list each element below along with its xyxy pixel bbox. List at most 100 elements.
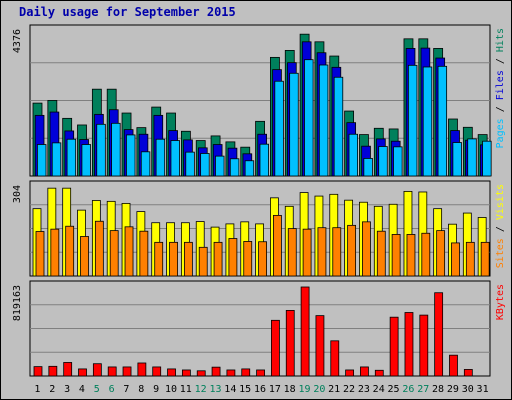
pages-bar [348,133,359,177]
sites-bar [35,231,45,277]
day-tick-label: 18 [284,384,296,395]
sites-bar [376,230,386,277]
pages-bar [140,151,151,177]
sites-bar [109,230,119,277]
day-tick-label: 5 [94,384,100,395]
legend-entry: Pages [495,118,506,148]
kbytes-bar [63,362,73,377]
kbytes-bar [181,369,191,377]
legend-entry: KBytes [495,284,506,320]
y-max-label: 4376 [12,29,23,53]
sites-bar [273,214,282,277]
day-tick-label: 3 [64,384,70,395]
sites-bar [302,228,312,277]
legend-entry: Files [495,70,506,100]
kbytes-bar [167,368,176,377]
legend-entry: Sites [495,238,506,268]
sites-bar [347,224,357,277]
day-tick-label: 12 [195,384,207,395]
kbytes-bar [419,314,429,377]
sites-bar [243,241,253,277]
pages-bar [407,64,418,177]
sites-bar [406,234,416,277]
kbytes-bar [33,366,43,377]
kbytes-bar [241,368,251,377]
sites-bar [287,228,297,277]
day-tick-label: 29 [447,384,459,395]
pages-bar [155,138,166,177]
pages-bar [185,151,195,177]
sites-bar [50,228,60,277]
pages-bar [81,144,91,177]
day-tick-label: 17 [269,384,281,395]
sites-bar [421,232,431,277]
pages-bar [170,140,180,177]
day-tick-label: 11 [180,384,192,395]
pages-bar [37,144,47,177]
legend-bottom: KBytes [495,284,506,320]
kbytes-bar [78,368,87,377]
day-tick-label: 8 [138,384,144,395]
kbytes-bar [449,354,458,377]
kbytes-bar [107,366,117,377]
sites-bar [362,221,371,277]
kbytes-bar [345,369,355,377]
sites-bar [391,234,401,277]
legend-entry: Hits [495,28,506,52]
pages-bar [318,64,329,177]
day-tick-label: 9 [153,384,159,395]
day-tick-label: 13 [209,384,221,395]
day-tick-label: 6 [109,384,115,395]
chart-title: Daily usage for September 2015 [19,5,236,19]
kbytes-bar [463,369,473,377]
kbytes-bar [315,315,325,377]
kbytes-bar [211,366,221,377]
day-tick-label: 2 [49,384,55,395]
day-tick-label: 28 [432,384,444,395]
day-tick-label: 10 [165,384,177,395]
kbytes-bar [122,366,132,377]
pages-bar [467,138,477,177]
kbytes-bar [196,370,206,377]
day-tick-label: 14 [224,384,236,395]
legend-entry: / [495,220,506,238]
legend-middle: Sites / Visits [495,184,506,268]
kbytes-bar [330,340,340,377]
kbytes-bar [389,316,399,377]
pages-bar [200,153,210,177]
pages-bar [437,65,448,177]
pages-bar [96,123,106,177]
pages-bar [259,143,269,177]
sites-bar [139,230,149,277]
pages-bar [482,140,492,177]
pages-bar [66,138,77,177]
kbytes-bar [256,369,265,377]
sites-bar [451,242,460,277]
sites-bar [65,225,75,277]
pages-bar [51,142,62,177]
day-tick-label: 22 [343,384,355,395]
day-tick-label: 23 [358,384,370,395]
kbytes-bar [404,312,414,377]
day-tick-label: 16 [254,384,266,395]
pages-bar [229,158,240,177]
day-tick-label: 31 [477,384,489,395]
kbytes-bar [374,369,384,377]
pages-bar [126,134,136,177]
day-tick-label: 19 [298,384,310,395]
kbytes-bar [48,365,58,377]
sites-bar [480,241,490,277]
kbytes-bar [271,319,280,377]
legend-top: Pages / Files / Hits [495,28,506,148]
sites-bar [317,227,327,277]
legend-entry: Visits [495,184,506,220]
y-max-label: 304 [12,185,23,203]
sites-bar [169,241,178,277]
pages-bar [289,72,299,177]
kbytes-bar [300,286,310,377]
day-tick-label: 26 [402,384,414,395]
day-tick-label: 1 [34,384,40,395]
sites-bar [124,226,134,277]
pages-bar [244,160,255,177]
